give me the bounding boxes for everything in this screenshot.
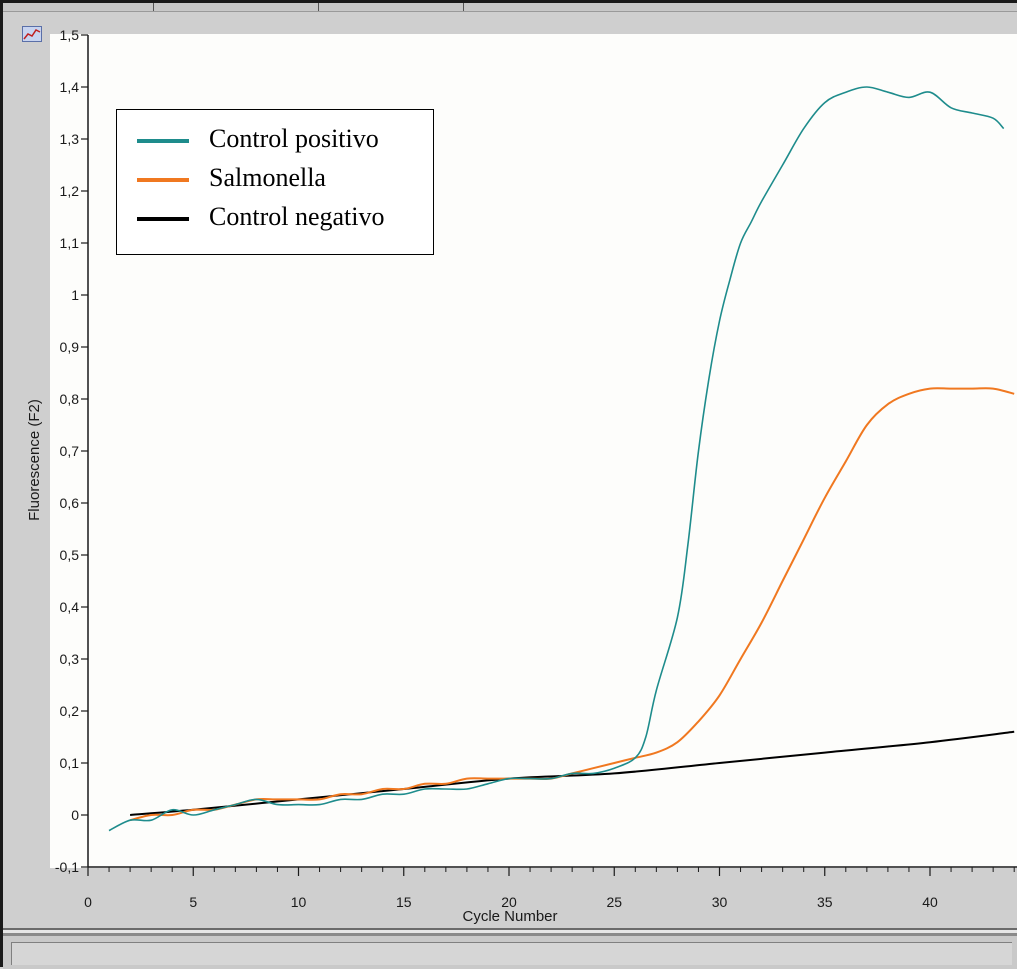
x-tick-label: 35 bbox=[817, 894, 833, 910]
legend-label: Control positivo bbox=[209, 124, 379, 153]
strip-divider bbox=[463, 3, 464, 11]
y-tick-label: 0,8 bbox=[60, 391, 80, 407]
x-tick-label: 10 bbox=[291, 894, 307, 910]
y-tick-label: 0,4 bbox=[60, 599, 80, 615]
y-tick-label: 0,2 bbox=[60, 703, 80, 719]
legend-item-salmonella: Salmonella bbox=[137, 161, 433, 197]
legend-item-control-positivo: Control positivo bbox=[137, 122, 433, 158]
y-axis-label: Fluorescence (F2) bbox=[26, 399, 43, 521]
y-tick-label: 0,7 bbox=[60, 443, 80, 459]
y-tick-label: 1,4 bbox=[60, 79, 80, 95]
series-line-control-positivo bbox=[108, 86, 1005, 832]
legend-label: Salmonella bbox=[209, 163, 326, 192]
status-bar bbox=[3, 928, 1017, 969]
y-tick-label: 0,3 bbox=[60, 651, 80, 667]
window-top-strip bbox=[3, 3, 1017, 12]
strip-divider bbox=[318, 3, 319, 11]
x-tick-label: 40 bbox=[922, 894, 938, 910]
x-tick-label: 15 bbox=[396, 894, 412, 910]
series-line-control-negativo bbox=[130, 730, 1015, 816]
legend-label: Control negativo bbox=[209, 202, 385, 231]
legend: Control positivo Salmonella Control nega… bbox=[116, 109, 434, 255]
y-tick-label: 1 bbox=[71, 287, 79, 303]
y-tick-label: 1,2 bbox=[60, 183, 80, 199]
legend-swatch bbox=[137, 178, 189, 182]
y-tick-label: -0,1 bbox=[55, 859, 79, 875]
y-tick-label: 1,5 bbox=[60, 27, 80, 43]
y-tick-label: 0,6 bbox=[60, 495, 80, 511]
x-tick-label: 30 bbox=[712, 894, 728, 910]
y-tick-label: 0,1 bbox=[60, 755, 80, 771]
y-ticks: -0,1 0 0,1 0,2 0,3 0,4 0,5 0,6 0,7 0,8 0,9 1 1,1 1,2 1… bbox=[55, 27, 88, 875]
strip-divider bbox=[153, 3, 154, 11]
x-tick-label: 5 bbox=[189, 894, 197, 910]
y-tick-label: 1,3 bbox=[60, 131, 80, 147]
y-tick-label: 1,1 bbox=[60, 235, 80, 251]
x-ticks: 0 5 10 15 20 25 30 35 40 bbox=[84, 867, 1015, 910]
x-tick-label: 20 bbox=[501, 894, 517, 910]
y-tick-label: 0 bbox=[71, 807, 79, 823]
y-tick-label: 0,5 bbox=[60, 547, 80, 563]
x-axis-label: Cycle Number bbox=[462, 908, 557, 925]
y-tick-label: 0,9 bbox=[60, 339, 80, 355]
legend-swatch bbox=[137, 217, 189, 221]
legend-swatch bbox=[137, 139, 189, 143]
chart-icon[interactable] bbox=[22, 26, 42, 42]
series-layer bbox=[108, 86, 1015, 832]
x-tick-label: 0 bbox=[84, 894, 92, 910]
x-tick-label: 25 bbox=[606, 894, 622, 910]
status-panel bbox=[11, 942, 1012, 965]
legend-item-control-negativo: Control negativo bbox=[137, 200, 433, 236]
